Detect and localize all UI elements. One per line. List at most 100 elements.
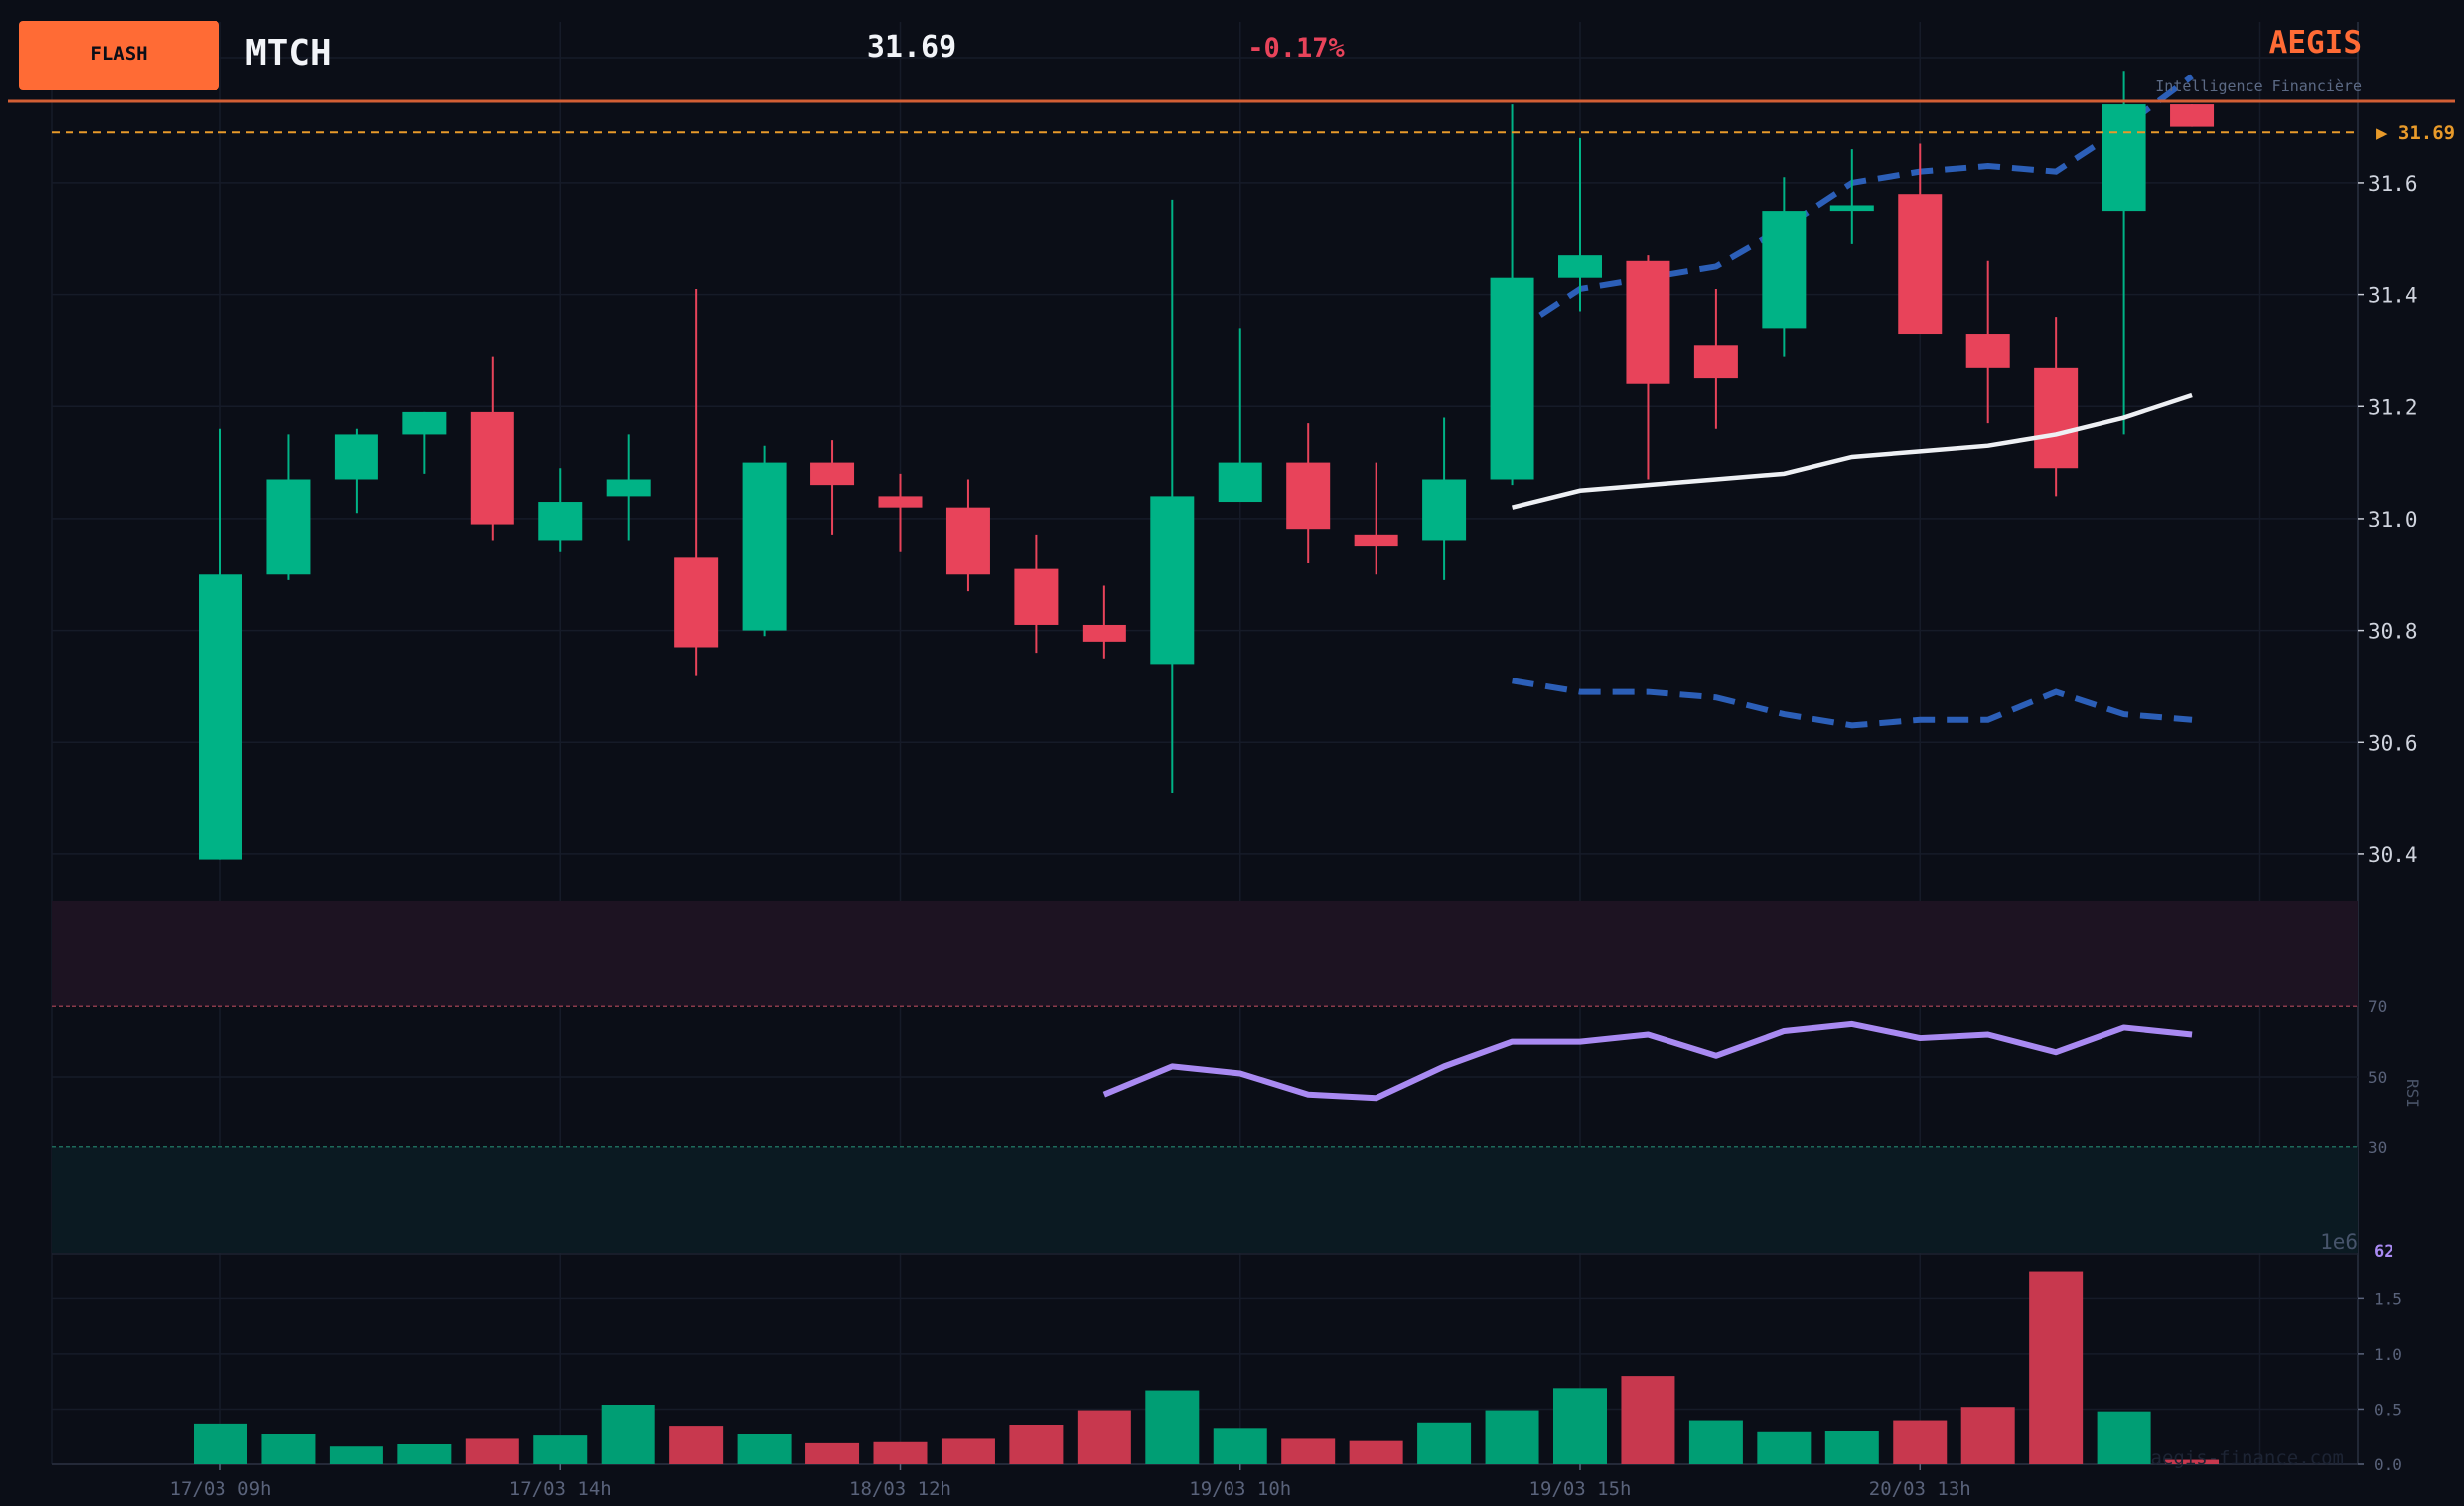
candle-body-down <box>810 462 855 486</box>
volume-bar <box>261 1434 316 1464</box>
time-tick-label: 18/03 12h <box>849 1478 951 1500</box>
volume-bar <box>1688 1420 1743 1464</box>
candlestick-series <box>199 71 2215 860</box>
volume-bar <box>329 1446 383 1464</box>
candle-body-down <box>945 507 990 575</box>
volume-panel: 0.0 0.5 1.0 1.5 <box>194 1271 2402 1474</box>
candle-body-up <box>606 479 651 497</box>
volume-bar <box>669 1426 724 1464</box>
volume-bar <box>601 1405 655 1464</box>
time-tick-label: 17/03 09h <box>170 1478 272 1500</box>
rsi-last-value: 62 <box>2374 1242 2393 1262</box>
price-tick-label: 31.6 <box>2368 172 2418 196</box>
candle-body-up <box>402 411 447 435</box>
brand-logo-text: AEGIS <box>2269 25 2362 61</box>
candle-body-up <box>1218 462 1262 503</box>
candle-body-up <box>334 434 378 480</box>
volume-bar <box>1757 1431 1812 1464</box>
candle-body-down <box>1354 534 1398 547</box>
candle-body-down <box>470 411 514 525</box>
volume-tick-label: 1.5 <box>2374 1289 2402 1308</box>
candle-body-up <box>1762 211 1807 329</box>
bollinger-lower-line <box>1512 678 2193 729</box>
time-axis: 17/03 09h 17/03 14h 18/03 12h 19/03 10h 19/0… <box>170 1464 1971 1500</box>
volume-bar <box>465 1438 519 1464</box>
volume-bar <box>873 1441 928 1464</box>
volume-bar <box>1960 1407 2015 1464</box>
volume-tick-label: 0.5 <box>2374 1400 2402 1419</box>
candle-body-down <box>674 557 719 648</box>
volume-bar <box>1349 1440 1403 1464</box>
candle-body-down <box>2170 104 2215 127</box>
flash-badge <box>19 21 219 90</box>
volume-bar <box>194 1423 247 1464</box>
time-tick-label: 19/03 15h <box>1529 1478 1632 1500</box>
price-tick-label: 31.4 <box>2368 284 2418 308</box>
brand-subtitle: Intelligence Financière <box>2155 77 2362 95</box>
volume-tick-label: 0.0 <box>2374 1455 2402 1474</box>
volume-bar <box>1553 1388 1607 1464</box>
time-tick-label: 19/03 10h <box>1189 1478 1291 1500</box>
rsi-level-label: 50 <box>2368 1068 2387 1087</box>
rsi-panel: 70 50 30 <box>52 997 2387 1157</box>
volume-bar <box>1145 1390 1200 1464</box>
price-tick-label: 30.6 <box>2368 731 2418 755</box>
time-tick-label: 17/03 14h <box>509 1478 612 1500</box>
time-tick-label: 20/03 13h <box>1869 1478 1971 1500</box>
rsi-overbought-zone <box>52 901 2358 1006</box>
price-tick-label: 30.4 <box>2368 843 2418 867</box>
candle-body-down <box>1965 334 2010 368</box>
volume-tick-label: 1.0 <box>2374 1345 2402 1364</box>
volume-bar <box>2097 1411 2151 1464</box>
candle-body-down <box>2034 367 2079 469</box>
volume-bar <box>737 1434 792 1464</box>
volume-bar <box>1621 1376 1675 1464</box>
volume-bar <box>805 1442 860 1464</box>
candle-body-up <box>1829 205 1874 212</box>
candle-body-up <box>1422 479 1467 541</box>
candle-body-up <box>1558 255 1602 278</box>
candle-body-down <box>1626 260 1670 384</box>
volume-bar <box>941 1438 995 1464</box>
candle-body-up <box>538 502 583 541</box>
candle-body-up <box>1490 277 1534 480</box>
volume-bar <box>1213 1428 1267 1464</box>
volume-bar <box>2165 1459 2220 1464</box>
price-tick-label: 31.2 <box>2368 395 2418 419</box>
candle-body-up <box>2102 104 2146 212</box>
rsi-level-label: 30 <box>2368 1138 2387 1157</box>
last-price: 31.69 <box>867 30 956 65</box>
candle-body-up <box>199 574 242 860</box>
sma-line-path <box>1512 392 2193 510</box>
candle-body-down <box>1014 568 1059 625</box>
candle-body-down <box>1286 462 1331 530</box>
volume-bar <box>2029 1271 2084 1464</box>
volume-bar <box>1077 1410 1131 1464</box>
volume-bar <box>1485 1410 1539 1464</box>
volume-bar <box>1009 1425 1064 1464</box>
ticker-symbol: MTCH <box>245 33 332 74</box>
candle-body-down <box>1693 345 1738 379</box>
rsi-oversold-zone <box>52 1147 2358 1253</box>
rsi-axis-label: RSI <box>2403 1079 2422 1108</box>
watermark: aegis-finance.com <box>2151 1447 2344 1469</box>
price-change: -0.17% <box>1247 33 1345 64</box>
volume-scale-label: 1e6 <box>2320 1230 2358 1254</box>
rsi-level-label: 70 <box>2368 997 2387 1016</box>
candle-body-down <box>878 496 923 508</box>
flash-badge-label: FLASH <box>90 43 147 65</box>
candle-body-down <box>1082 624 1126 642</box>
last-price-marker: ▶ 31.69 <box>2376 122 2455 144</box>
rsi-line <box>1102 1020 2193 1102</box>
candle-body-up <box>742 462 787 631</box>
candle-body-up <box>1150 496 1195 665</box>
candle-body-down <box>1898 194 1943 335</box>
volume-bar <box>1417 1422 1472 1464</box>
sma-line <box>1512 392 2193 510</box>
volume-bar <box>397 1444 452 1464</box>
volume-bar <box>533 1435 588 1464</box>
price-tick-label: 31.0 <box>2368 508 2418 531</box>
candle-body-up <box>266 479 311 575</box>
